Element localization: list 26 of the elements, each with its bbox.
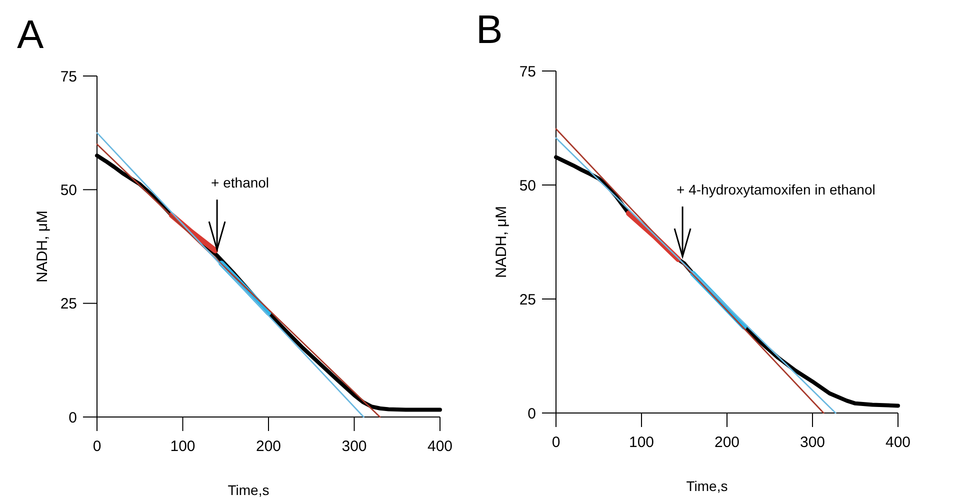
y-tick-label: 50 (519, 177, 536, 194)
chart-title: B (476, 8, 503, 52)
x-tick-label: 300 (800, 434, 826, 451)
x-tick-label: 200 (714, 434, 740, 451)
y-tick-label: 50 (60, 182, 77, 199)
x-axis-title: Time,s (228, 482, 270, 498)
x-tick-label: 100 (628, 434, 654, 451)
y-tick-label: 0 (528, 405, 536, 422)
annotation: + ethanol (211, 174, 270, 191)
x-tick-label: 400 (885, 434, 911, 451)
y-tick-label: 75 (519, 63, 536, 80)
annotation: + 4-hydroxytamoxifen in ethanol (676, 182, 876, 198)
y-tick-label: 75 (60, 68, 77, 86)
x-tick-label: 0 (92, 438, 102, 455)
y-axis-title: NADH, μM (493, 206, 510, 278)
chart-title: A (17, 13, 44, 57)
x-tick-label: 300 (342, 438, 367, 455)
y-tick-label: 25 (60, 296, 77, 313)
y-tick-label: 25 (519, 291, 536, 308)
x-tick-label: 400 (427, 438, 453, 455)
y-tick-label: 0 (68, 409, 77, 426)
x-tick-label: 200 (256, 438, 282, 455)
x-tick-label: 100 (170, 438, 196, 455)
x-axis-title: Time,s (686, 478, 728, 494)
y-axis-title: NADH, μM (34, 210, 51, 282)
x-tick-label: 0 (552, 434, 560, 451)
